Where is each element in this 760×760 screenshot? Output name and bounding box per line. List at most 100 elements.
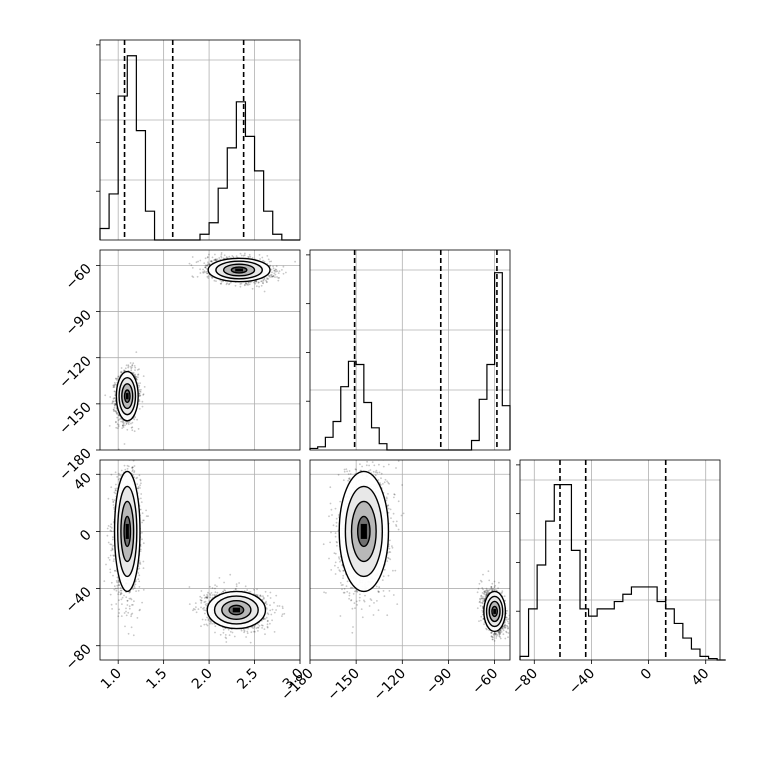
sample-point [276,276,278,278]
sample-point [247,256,249,258]
sample-point [139,563,142,565]
sample-point [268,275,271,277]
sample-point [249,281,252,284]
sample-point [130,422,132,425]
sample-point [278,277,281,279]
sample-point [115,589,118,592]
sample-point [272,275,274,278]
sample-point [141,531,143,534]
sample-point [139,390,141,393]
sample-point [253,280,256,283]
sample-point [116,377,119,380]
sample-point [134,583,137,586]
sample-point [138,393,141,395]
sample-point [127,611,130,614]
sample-point [107,525,110,527]
sample-point [138,368,140,371]
sample-point [272,275,275,277]
sample-point [135,376,138,378]
sample-point [126,464,129,467]
sample-point [131,453,133,455]
sample-point [139,508,142,511]
sample-point [206,256,209,259]
sample-point [136,617,139,619]
sample-point [116,423,119,426]
sample-point [114,492,117,495]
sample-point [205,267,208,270]
sample-point [112,385,115,388]
sample-point [121,420,124,423]
sample-point [117,424,120,426]
sample-point [123,369,125,372]
sample-point [132,453,134,455]
sample-point [127,423,130,426]
sample-point [135,446,137,448]
sample-point [188,586,191,588]
sample-point [205,264,208,267]
sample-point [114,569,117,572]
sample-point [262,278,265,281]
sample-point [118,474,120,476]
sample-point [220,256,223,259]
sample-point [119,371,122,374]
sample-point [214,258,217,261]
sample-point [104,394,107,397]
sample-point [114,402,116,405]
sample-point [199,272,202,274]
sample-point [137,451,139,453]
sample-point [130,426,133,429]
sample-point [108,425,111,427]
sample-point [125,607,127,610]
sample-point [117,419,120,421]
sample-point [125,610,127,613]
sample-point [143,519,145,522]
sample-point [260,280,262,283]
sample-point [121,427,124,429]
sample-point [145,509,148,512]
sample-point [255,280,257,283]
sample-point [266,281,268,284]
sample-point [140,501,143,503]
sample-point [210,260,212,263]
sample-point [211,256,214,259]
sample-point [202,271,205,273]
sample-point [125,423,128,425]
sample-point [112,536,114,539]
sample-point [124,424,126,427]
sample-point [199,259,202,262]
sample-point [110,549,113,552]
sample-point [207,256,209,258]
sample-point [251,287,254,290]
sample-point [117,425,120,428]
panel-frame [519,459,721,661]
sample-point [204,266,207,269]
sample-point [135,590,138,592]
sample-point [191,275,194,278]
sample-point [136,483,139,485]
sample-point [131,469,134,471]
sample-point [260,595,262,598]
sample-point [247,256,250,258]
sample-point [131,604,133,606]
sample-point [117,375,120,378]
density-peak [125,393,129,400]
sample-point [139,487,141,489]
sample-point [267,274,270,277]
sample-point [128,605,131,608]
sample-point [240,254,243,257]
sample-point [294,260,296,263]
sample-point [257,281,260,284]
sample-point [282,265,285,268]
sample-point [115,410,117,413]
sample-point [127,365,130,368]
sample-point [113,499,116,502]
sample-point [225,283,228,286]
sample-point [129,366,132,368]
sample-point [220,280,223,283]
sample-point [277,279,280,282]
sample-point [122,426,125,429]
sample-point [141,538,143,541]
sample-point [262,282,264,284]
sample-point [112,401,114,403]
